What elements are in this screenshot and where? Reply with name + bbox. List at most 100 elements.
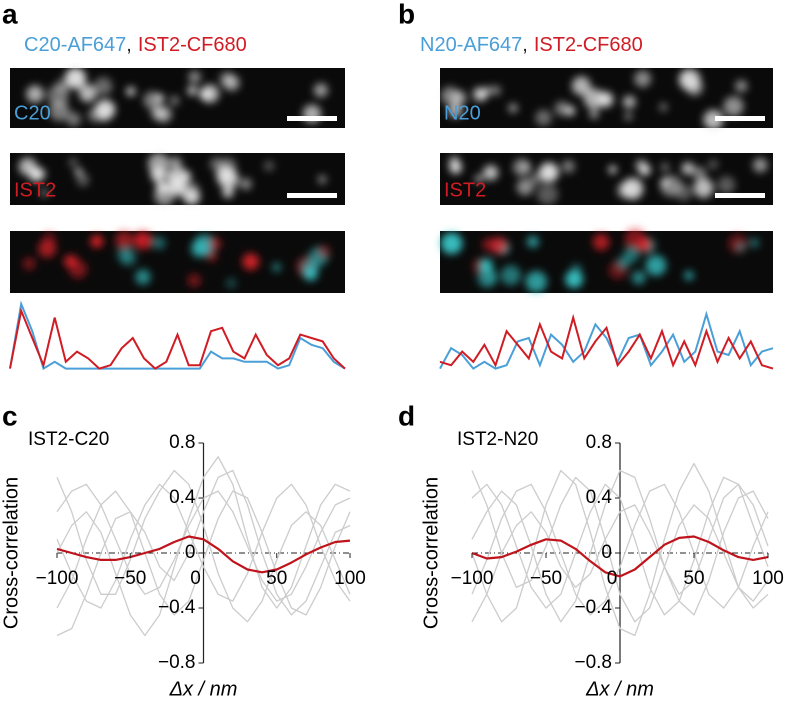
image-label: IST2 (444, 179, 486, 201)
blob (660, 178, 670, 187)
blob (508, 103, 518, 113)
scale-bar (715, 193, 765, 198)
blob (561, 159, 575, 173)
x-tick-label: 50 (683, 568, 704, 589)
series-line (56, 456, 351, 637)
blob (483, 165, 499, 181)
blob (736, 243, 746, 252)
blob (272, 262, 281, 272)
blob (723, 96, 744, 117)
title-part: , (522, 34, 528, 56)
blob (451, 90, 467, 105)
x-tick-label: 50 (266, 568, 287, 589)
series-line (56, 535, 351, 574)
series-line (471, 483, 769, 623)
blob (471, 89, 486, 103)
blob (133, 231, 152, 250)
blobs (448, 156, 768, 205)
series-line (471, 483, 769, 616)
blob (64, 67, 87, 89)
y-tick-label: −0.4 (574, 597, 612, 618)
panel-letter: c (2, 400, 18, 431)
x-axis-title: Δx / nm (585, 678, 654, 700)
x-tick-label: −100 (451, 568, 494, 589)
blob (226, 278, 237, 289)
x-tick-label: 0 (190, 568, 201, 589)
x-tick-label: 100 (752, 568, 784, 589)
blob (93, 77, 113, 96)
x-tick-label: −100 (36, 568, 79, 589)
x-axis-title: Δx / nm (169, 678, 238, 700)
blob (126, 86, 136, 96)
blob (78, 84, 97, 103)
blob (645, 255, 667, 276)
x-tick-label: 0 (607, 568, 618, 589)
blob (692, 166, 707, 180)
blob (169, 156, 182, 169)
y-axis-title: Cross-correlation (0, 477, 22, 629)
scale-bar (715, 116, 765, 121)
y-tick-label: 0.4 (169, 487, 196, 508)
blob (222, 186, 234, 198)
blob (570, 263, 582, 275)
micrograph (10, 231, 345, 293)
blob (500, 265, 521, 286)
blob (752, 157, 768, 173)
blob (520, 161, 531, 173)
blob (659, 103, 668, 112)
blob (39, 188, 49, 198)
blob (678, 68, 701, 91)
blob (635, 159, 648, 172)
x-tick-label: −50 (114, 568, 146, 589)
blob (66, 112, 81, 127)
blob (143, 91, 161, 109)
blob (168, 166, 189, 188)
intensity-profile (439, 313, 774, 370)
blob (90, 234, 104, 248)
blob (693, 178, 714, 198)
image-label: C20 (14, 102, 51, 124)
blob (114, 231, 134, 250)
x-tick-label: 100 (334, 568, 366, 589)
blob (474, 174, 484, 184)
blob (529, 172, 543, 185)
blob (117, 246, 134, 263)
annotation: IST2-N20 (457, 429, 538, 450)
blob (207, 251, 218, 262)
y-axis-title: Cross-correlation (420, 477, 442, 629)
image-label: N20 (444, 102, 481, 124)
blob (631, 270, 646, 285)
blob (239, 178, 252, 190)
blob (29, 167, 44, 182)
panel-letter: d (398, 400, 415, 431)
blob (749, 238, 759, 248)
blob (592, 233, 610, 251)
blob (242, 253, 260, 271)
blob (589, 109, 599, 119)
blob (660, 162, 670, 172)
series-line (56, 469, 351, 637)
blobs (18, 152, 327, 207)
y-tick-label: 0 (601, 542, 612, 563)
title-part: N20-AF647 (420, 34, 522, 56)
blob (49, 100, 70, 122)
blob (624, 112, 633, 121)
blob (608, 165, 617, 174)
blob (708, 159, 719, 170)
blob (728, 233, 748, 254)
blob (583, 88, 605, 109)
blob (622, 95, 636, 109)
series-line (56, 469, 351, 623)
blob (487, 272, 496, 281)
blob (565, 270, 584, 289)
blob (317, 245, 331, 258)
blob (76, 173, 90, 187)
blob (68, 157, 78, 167)
intensity-profile (9, 307, 346, 370)
blob (535, 109, 552, 126)
blob (95, 99, 116, 120)
blob (99, 114, 109, 123)
blob (539, 162, 559, 183)
blob (152, 236, 166, 250)
